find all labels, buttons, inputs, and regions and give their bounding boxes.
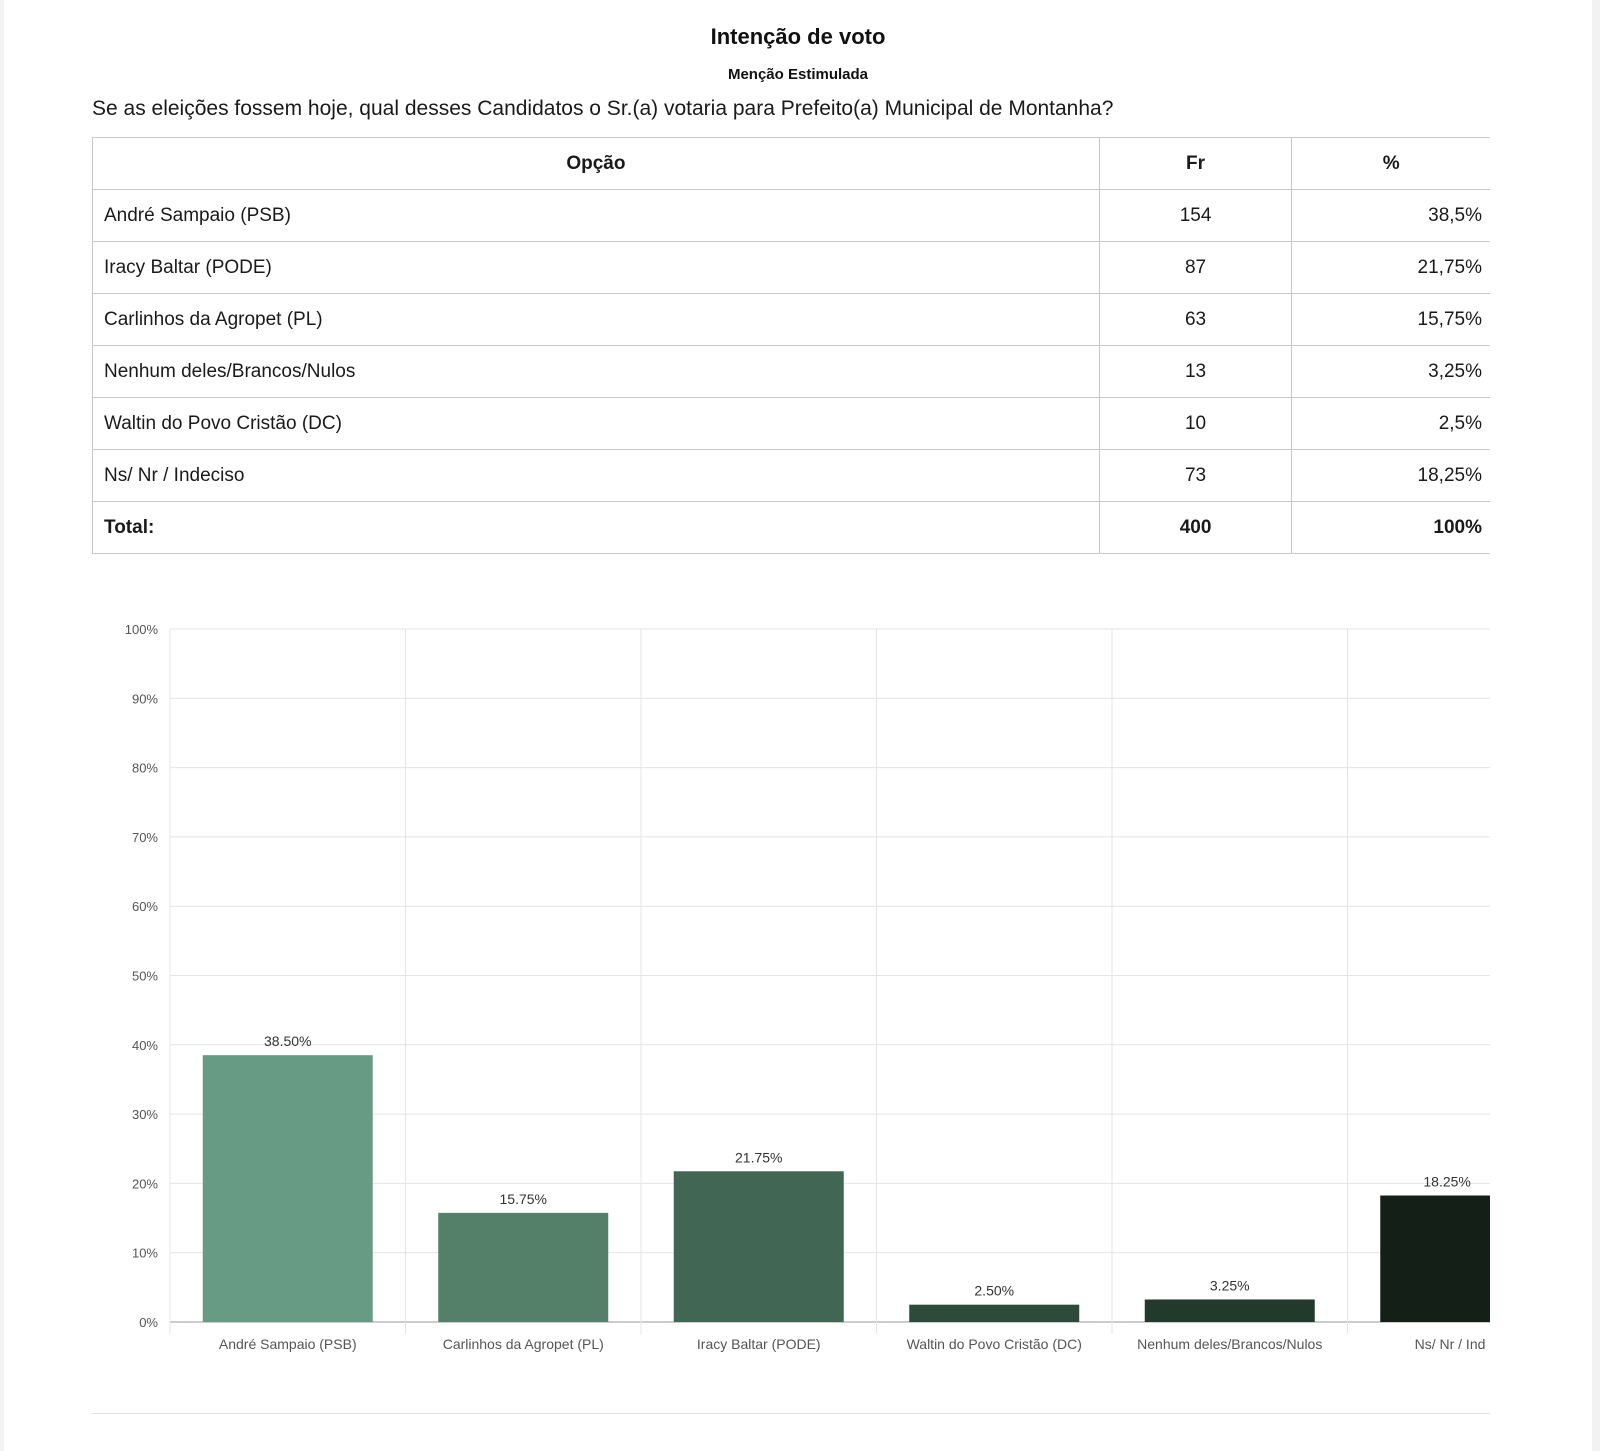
bar: [909, 1304, 1080, 1322]
data-label: 2.50%: [974, 1283, 1014, 1299]
cell-pct: 2,5%: [1291, 397, 1490, 450]
cell-option: André Sampaio (PSB): [92, 189, 1100, 242]
cell-pct: 15,75%: [1291, 293, 1490, 346]
cell-fr: 10: [1098, 397, 1293, 450]
y-tick-label: 30%: [132, 1107, 158, 1122]
data-label: 15.75%: [500, 1191, 547, 1207]
x-tick-label: Carlinhos da Agropet (PL): [443, 1336, 604, 1352]
page: Intenção de voto Menção Estimulada Se as…: [4, 0, 1592, 1451]
bar: [202, 1055, 373, 1322]
chart-title: Intenção de voto: [710, 24, 886, 49]
cell-pct: 18,25%: [1291, 449, 1490, 502]
table-row: André Sampaio (PSB) 154 38,5%: [92, 189, 1490, 242]
cell-pct: 3,25%: [1291, 345, 1490, 398]
cell-pct: 21,75%: [1291, 241, 1490, 294]
y-tick-label: 100%: [125, 622, 159, 637]
total-label: Total:: [92, 501, 1100, 554]
cell-fr: 154: [1098, 189, 1293, 242]
y-tick-label: 80%: [132, 761, 158, 776]
cell-option: Iracy Baltar (PODE): [92, 241, 1100, 294]
table-row: Ns/ Nr / Indeciso 73 18,25%: [92, 449, 1490, 502]
cell-fr: 87: [1098, 241, 1293, 294]
y-tick-label: 40%: [132, 1038, 158, 1053]
survey-question: Se as eleições fossem hoje, qual desses …: [92, 97, 1114, 120]
data-label: 21.75%: [735, 1149, 782, 1165]
cell-fr: 73: [1098, 449, 1293, 502]
table-header-row: Opção Fr %: [92, 137, 1490, 190]
bar: [1380, 1195, 1490, 1322]
total-pct: 100%: [1291, 501, 1490, 554]
x-tick-label: Waltin do Povo Cristão (DC): [907, 1336, 1082, 1352]
cell-option: Carlinhos da Agropet (PL): [92, 293, 1100, 346]
table-row: Waltin do Povo Cristão (DC) 10 2,5%: [92, 397, 1490, 450]
cell-option: Nenhum deles/Brancos/Nulos: [92, 345, 1100, 398]
data-label: 18.25%: [1423, 1174, 1470, 1190]
x-tick-label: André Sampaio (PSB): [219, 1336, 357, 1352]
data-label: 3.25%: [1210, 1277, 1250, 1293]
y-tick-label: 10%: [132, 1246, 158, 1261]
table-row: Nenhum deles/Brancos/Nulos 13 3,25%: [92, 345, 1490, 398]
y-tick-label: 60%: [132, 899, 158, 914]
results-table: Opção Fr % André Sampaio (PSB) 154 38,5%…: [92, 137, 1490, 554]
header-fr: Fr: [1098, 137, 1293, 190]
cell-fr: 63: [1098, 293, 1293, 346]
y-tick-label: 50%: [132, 969, 158, 984]
cell-fr: 13: [1098, 345, 1293, 398]
divider: [92, 1413, 1490, 1414]
table-total-row: Total: 400 100%: [92, 501, 1490, 554]
header-pct: %: [1291, 137, 1490, 190]
data-label: 38.50%: [264, 1033, 311, 1049]
total-fr: 400: [1098, 501, 1293, 554]
y-tick-label: 0%: [139, 1315, 158, 1330]
y-tick-label: 70%: [132, 830, 158, 845]
y-tick-label: 90%: [132, 691, 158, 706]
table-row: Iracy Baltar (PODE) 87 21,75%: [92, 241, 1490, 294]
x-tick-label: Ns/ Nr / Ind: [1415, 1336, 1486, 1352]
chart-subtitle: Menção Estimulada: [727, 66, 869, 83]
header-option: Opção: [92, 137, 1100, 190]
cell-option: Ns/ Nr / Indeciso: [92, 449, 1100, 502]
bar-chart: 0% 10% 20% 30% 40% 50% 60% 70% 80% 90% 100% 38.50% A…: [125, 622, 1490, 1352]
bar: [438, 1212, 609, 1322]
bar: [1144, 1299, 1315, 1322]
table-row: Carlinhos da Agropet (PL) 63 15,75%: [92, 293, 1490, 346]
cell-pct: 38,5%: [1291, 189, 1490, 242]
x-tick-label: Nenhum deles/Brancos/Nulos: [1137, 1336, 1322, 1352]
x-tick-label: Iracy Baltar (PODE): [697, 1336, 821, 1352]
y-tick-label: 20%: [132, 1176, 158, 1191]
cell-option: Waltin do Povo Cristão (DC): [92, 397, 1100, 450]
bar: [673, 1171, 844, 1322]
